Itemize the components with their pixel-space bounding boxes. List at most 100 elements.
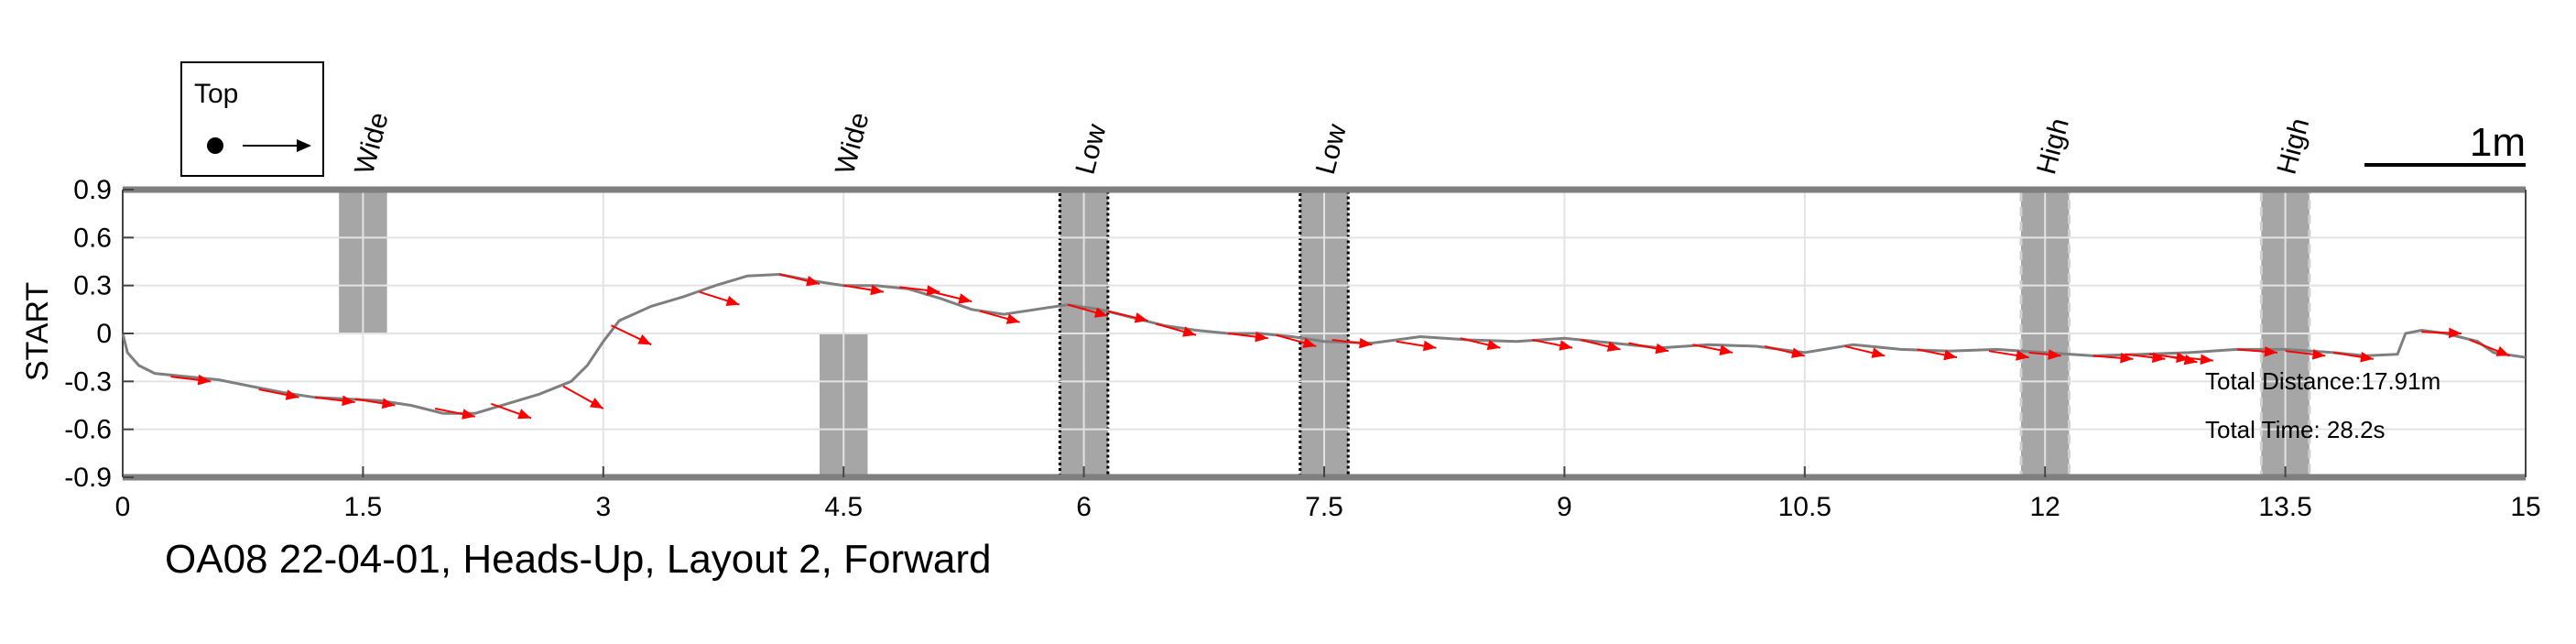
direction-arrow <box>1331 337 1373 349</box>
direction-arrow <box>2092 352 2134 364</box>
x-tick-label: 9 <box>1557 492 1572 522</box>
direction-arrow-head <box>2200 354 2213 366</box>
direction-arrow <box>843 284 885 296</box>
direction-arrow <box>170 374 212 386</box>
total-time: Total Time: 28.2s <box>2205 416 2386 443</box>
direction-arrow <box>1067 303 1109 318</box>
direction-arrow-head <box>1606 341 1621 352</box>
direction-arrow <box>1580 339 1621 352</box>
direction-arrow-head <box>637 333 652 345</box>
obstacle-label-1: Wide <box>830 109 875 178</box>
direction-arrow <box>1917 348 1958 361</box>
direction-arrow-head <box>1871 347 1886 358</box>
x-tick-label: 3 <box>595 492 611 522</box>
scale-bar: 1m <box>2364 120 2526 167</box>
direction-arrow <box>778 273 821 287</box>
direction-arrow <box>562 385 604 409</box>
direction-arrow-head <box>2264 346 2277 357</box>
direction-arrow-head <box>725 295 740 306</box>
direction-arrow-head <box>2495 345 2510 356</box>
x-tick-label: 0 <box>115 492 131 522</box>
direction-arrow <box>1107 310 1148 323</box>
direction-arrow-head <box>1302 337 1317 348</box>
direction-arrow-head <box>589 398 603 409</box>
direction-arrow <box>1988 350 2029 361</box>
direction-arrow-head <box>806 276 820 287</box>
direction-arrow-head <box>1359 337 1373 349</box>
obstacle-label-3: Low <box>1310 121 1353 178</box>
direction-arrow <box>1460 337 1501 351</box>
direction-arrow-head <box>1422 340 1437 352</box>
legend-title: Top <box>194 79 238 109</box>
chart-title: OA08 22-04-01, Heads-Up, Layout 2, Forwa… <box>165 537 991 582</box>
y-tick-label: 0.6 <box>73 223 112 253</box>
direction-arrow-head <box>1093 307 1108 318</box>
obstacle-label-4: High <box>2031 115 2075 178</box>
obstacle-label-5: High <box>2271 115 2315 178</box>
total-distance: Total Distance:17.91m <box>2205 367 2440 395</box>
direction-arrow-head <box>1559 340 1573 351</box>
direction-arrow-head <box>2120 352 2134 364</box>
direction-arrow <box>491 402 532 420</box>
x-tick-label: 4.5 <box>824 492 863 522</box>
direction-arrow-head <box>2448 327 2462 339</box>
direction-arrow <box>1396 340 1437 352</box>
direction-arrow <box>1532 338 1573 351</box>
direction-arrow-head <box>381 398 396 409</box>
direction-arrow-head <box>2016 350 2029 361</box>
direction-arrow <box>899 285 940 296</box>
grid <box>123 190 2526 477</box>
direction-arrow <box>1692 344 1734 355</box>
direction-arrow-head <box>926 285 940 296</box>
direction-arrow <box>258 388 299 400</box>
direction-arrow-head <box>2048 349 2061 360</box>
direction-arrow-head <box>1182 326 1197 337</box>
x-tick-label: 7.5 <box>1305 492 1343 522</box>
direction-arrow <box>611 324 652 346</box>
direction-arrows <box>170 273 2510 420</box>
direction-arrow-head <box>285 389 299 400</box>
direction-arrow-head <box>342 395 355 407</box>
direction-arrow <box>931 290 973 304</box>
y-axis-label: START <box>20 282 55 381</box>
direction-arrow-head <box>1134 312 1148 323</box>
y-tick-label: -0.6 <box>64 415 112 445</box>
y-tick-label: -0.9 <box>64 463 112 493</box>
obstacle-label-0: Wide <box>349 109 395 178</box>
direction-arrow <box>2332 351 2374 363</box>
direction-arrow <box>434 408 476 420</box>
direction-arrow-head <box>1791 347 1805 358</box>
direction-arrow <box>2285 348 2326 360</box>
direction-arrow <box>1276 333 1317 348</box>
direction-arrow <box>1764 344 1806 358</box>
direction-arrow-head <box>1943 349 1957 361</box>
y-tick-label: 0.9 <box>73 175 112 205</box>
direction-arrow-head <box>1255 331 1268 343</box>
direction-arrow <box>1156 322 1197 337</box>
direction-arrow <box>2237 346 2277 357</box>
y-tick-label: 0.3 <box>73 271 112 301</box>
y-tick-label: 0 <box>96 319 112 349</box>
direction-arrow <box>2028 349 2061 360</box>
direction-arrow <box>1844 344 1886 358</box>
x-tick-label: 1.5 <box>344 492 383 522</box>
direction-arrow-head <box>958 293 973 304</box>
direction-arrow-head <box>2360 351 2374 363</box>
direction-arrow <box>314 395 355 407</box>
legend: Top <box>180 61 324 177</box>
x-tick-label: 6 <box>1076 492 1092 522</box>
direction-arrow-head <box>870 284 884 296</box>
obstacle-label-2: Low <box>1070 121 1112 178</box>
direction-arrow <box>2469 339 2510 357</box>
direction-arrow-head <box>517 409 532 420</box>
direction-arrow <box>979 310 1020 324</box>
legend-start-marker <box>207 137 223 154</box>
legend-frame <box>180 61 324 177</box>
direction-arrow <box>354 398 396 409</box>
direction-arrow-head <box>1655 343 1669 355</box>
direction-arrow-head <box>1005 313 1020 324</box>
direction-arrow-head <box>1719 344 1734 355</box>
direction-arrow-head <box>2311 348 2326 360</box>
direction-arrow-head <box>462 409 475 420</box>
axis-ticks: 0 1.5 3 4.5 6 7.5 9 10.5 12 13.5 15 0.9 0.6 0.3 0 -0.3 -… <box>64 175 2540 522</box>
